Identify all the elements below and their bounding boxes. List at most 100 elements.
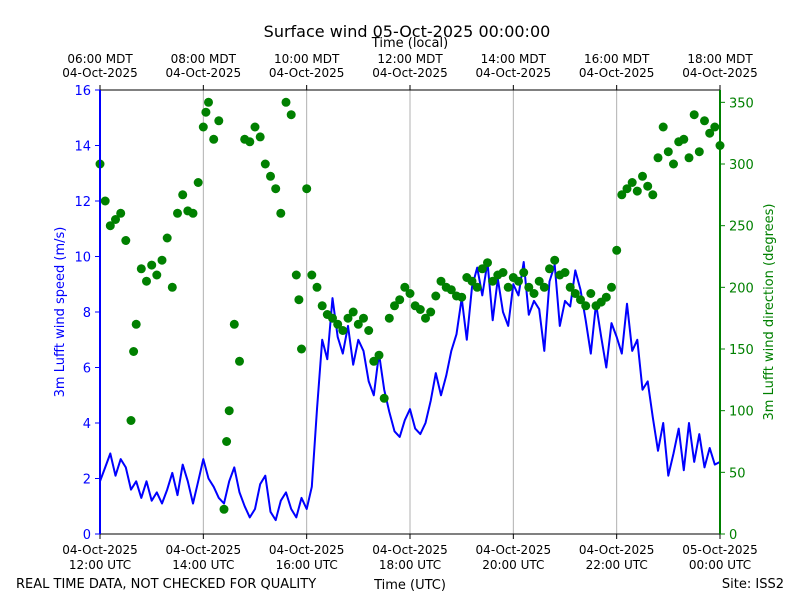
wind-direction-point xyxy=(302,184,312,194)
wind-direction-point xyxy=(684,153,694,163)
x-tick-label-date: 04-Oct-2025 xyxy=(579,543,655,557)
wind-direction-point xyxy=(116,208,126,218)
y-left-tick-label: 8 xyxy=(83,306,91,321)
wind-direction-point xyxy=(198,122,208,132)
x-tick-label-date: 04-Oct-2025 xyxy=(269,543,345,557)
wind-direction-point xyxy=(224,406,234,416)
y-left-tick-label: 4 xyxy=(83,417,91,432)
chart-title: Surface wind 05-Oct-2025 00:00:00 xyxy=(264,22,551,41)
x-tick-label-time: 00:00 UTC xyxy=(689,558,751,572)
wind-direction-point xyxy=(415,305,425,314)
top-axis-label: Time (local) xyxy=(371,36,448,51)
top-tick-label-time: 12:00 MDT xyxy=(377,52,443,66)
wind-direction-point xyxy=(477,264,487,274)
wind-direction-point xyxy=(291,270,301,280)
wind-direction-point xyxy=(622,184,632,194)
wind-direction-point xyxy=(498,268,508,277)
wind-direction-point xyxy=(260,159,270,169)
top-tick-label-date: 04-Oct-2025 xyxy=(476,66,552,80)
wind-direction-point xyxy=(446,285,456,295)
wind-direction-point xyxy=(679,134,689,144)
y-left-tick-label: 0 xyxy=(83,528,91,543)
x-tick-label-time: 20:00 UTC xyxy=(482,558,544,572)
wind-direction-point xyxy=(364,326,374,335)
wind-direction-point xyxy=(529,289,539,298)
left-axis-label: 3m Lufft wind speed (m/s) xyxy=(53,227,68,398)
wind-direction-point xyxy=(586,289,596,298)
x-axis-label: Time (UTC) xyxy=(373,578,446,593)
y-right-tick-label: 300 xyxy=(729,158,754,173)
wind-direction-point xyxy=(503,282,513,292)
wind-direction-point xyxy=(100,196,110,206)
wind-direction-point xyxy=(333,319,343,329)
wind-direction-point xyxy=(519,268,529,277)
wind-direction-point xyxy=(359,313,368,323)
wind-direction-point xyxy=(426,307,436,317)
wind-direction-point xyxy=(235,356,244,366)
wind-direction-point xyxy=(353,319,363,329)
wind-direction-point xyxy=(601,292,611,302)
top-tick-label-date: 04-Oct-2025 xyxy=(579,66,655,80)
wind-direction-point xyxy=(271,184,281,194)
wind-direction-point xyxy=(222,437,232,446)
wind-direction-point xyxy=(188,208,198,218)
wind-direction-point xyxy=(534,276,544,286)
wind-direction-point xyxy=(390,301,399,311)
wind-direction-point xyxy=(379,393,389,403)
wind-direction-point xyxy=(214,116,224,126)
y-right-tick-label: 0 xyxy=(729,528,737,543)
top-tick-label-time: 18:00 MDT xyxy=(687,52,753,66)
wind-direction-point xyxy=(294,295,304,305)
wind-direction-point xyxy=(694,147,704,157)
top-tick-label-time: 08:00 MDT xyxy=(171,52,237,66)
wind-direction-point xyxy=(581,301,591,311)
quality-footer: REAL TIME DATA, NOT CHECKED FOR QUALITY xyxy=(16,577,316,592)
wind-direction-point xyxy=(129,347,139,356)
wind-direction-point xyxy=(653,153,663,163)
wind-direction-point xyxy=(405,289,415,298)
wind-direction-point xyxy=(374,350,384,360)
wind-direction-point xyxy=(648,190,658,200)
wind-direction-point xyxy=(157,255,167,265)
wind-direction-point xyxy=(136,264,146,274)
x-tick-label-date: 05-Oct-2025 xyxy=(682,543,758,557)
wind-direction-point xyxy=(663,147,673,157)
wind-direction-point xyxy=(395,295,405,305)
wind-direction-point xyxy=(514,276,523,286)
wind-direction-point xyxy=(111,215,120,224)
wind-direction-point xyxy=(576,295,585,305)
x-tick-label-time: 18:00 UTC xyxy=(379,558,441,572)
wind-direction-point xyxy=(131,319,141,329)
gridlines xyxy=(202,90,618,534)
y-left-tick-label: 16 xyxy=(74,84,91,99)
wind-direction-point xyxy=(338,326,348,335)
wind-direction-point xyxy=(472,282,482,292)
wind-direction-point xyxy=(229,319,239,329)
y-right-tick-label: 200 xyxy=(729,281,754,296)
wind-direction-point xyxy=(307,270,317,280)
wind-direction-point xyxy=(219,504,229,514)
wind-direction-point xyxy=(669,159,678,169)
top-tick-label-date: 04-Oct-2025 xyxy=(682,66,758,80)
wind-direction-point xyxy=(369,356,379,366)
wind-direction-point xyxy=(245,137,255,147)
top-tick-label-time: 14:00 MDT xyxy=(481,52,547,66)
top-tick-label-time: 10:00 MDT xyxy=(274,52,340,66)
y-left-tick-label: 6 xyxy=(83,362,91,377)
right-axis-label: 3m Lufft wind direction (degrees) xyxy=(762,204,777,421)
y-left-tick-label: 2 xyxy=(83,473,91,488)
wind-direction-point xyxy=(209,134,219,144)
x-tick-label-date: 04-Oct-2025 xyxy=(166,543,242,557)
wind-direction-point xyxy=(193,178,203,187)
wind-direction-point xyxy=(524,282,534,292)
wind-direction-point xyxy=(281,97,291,107)
wind-direction-point xyxy=(632,186,642,196)
wind-direction-point xyxy=(710,122,720,132)
x-tick-label-date: 04-Oct-2025 xyxy=(476,543,552,557)
wind-direction-point xyxy=(612,245,622,255)
wind-direction-point xyxy=(627,178,637,187)
wind-direction-point xyxy=(266,171,275,181)
wind-direction-point xyxy=(276,208,286,218)
wind-direction-point xyxy=(545,264,554,274)
